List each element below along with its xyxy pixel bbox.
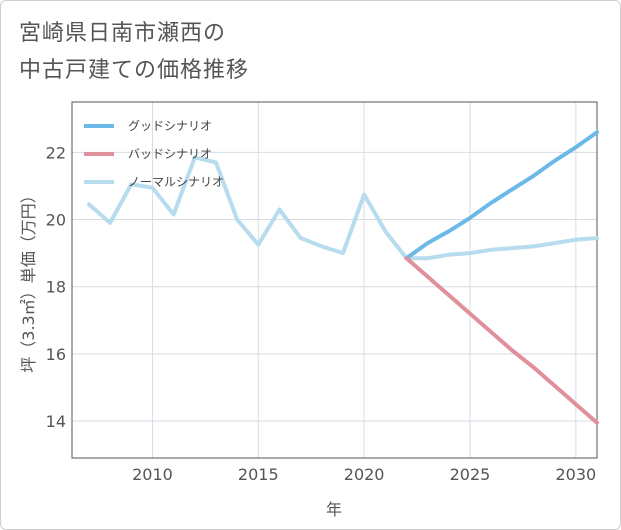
y-axis-ticks: 14 16 18 20 22 (46, 143, 66, 431)
y-axis-label: 坪（3.3㎡）単価（万円） (19, 187, 38, 372)
x-tick-label-2020: 2020 (344, 465, 385, 484)
y-tick-label-14: 14 (46, 412, 66, 431)
series-line-1 (404, 256, 599, 425)
legend-label-1: バッドシナリオ (128, 147, 212, 161)
plot-area-border (71, 101, 598, 459)
series-line-0 (404, 130, 599, 261)
x-axis-ticks: 2010 2015 2020 2025 2030 (132, 465, 596, 484)
x-tick-label-2010: 2010 (132, 465, 173, 484)
x-tick-label-2025: 2025 (450, 465, 491, 484)
legend-label-2: ノーマルシナリオ (128, 175, 224, 189)
x-axis-label: 年 (326, 500, 342, 519)
y-tick-label-20: 20 (46, 211, 66, 230)
series-line-2 (86, 155, 599, 261)
chart-title-line-2: 中古戸建ての価格推移 (19, 58, 250, 83)
y-tick-label-16: 16 (46, 345, 66, 364)
chart-title: 宮崎県日南市瀬西の 中古戸建ての価格推移 (19, 15, 249, 89)
y-tick-label-18: 18 (46, 278, 66, 297)
grid-lines (72, 102, 597, 458)
chart-title-line-1: 宮崎県日南市瀬西の (19, 21, 227, 46)
x-tick-label-2030: 2030 (555, 465, 596, 484)
x-tick-label-2015: 2015 (238, 465, 279, 484)
y-tick-label-22: 22 (46, 143, 66, 162)
series-lines (86, 130, 599, 425)
legend-label-0: グッドシナリオ (128, 119, 212, 133)
